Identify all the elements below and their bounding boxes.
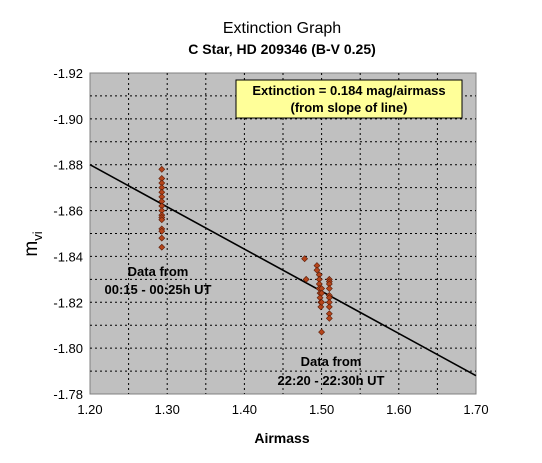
x-axis-title: Airmass — [254, 430, 309, 446]
fit-line-group — [89, 164, 477, 377]
left-annotation-line1: Data from — [128, 264, 189, 279]
regression-line — [89, 164, 477, 377]
data-point — [313, 266, 321, 274]
data-point — [158, 216, 166, 224]
left-annotation-line2: 00:15 - 00:25h UT — [105, 282, 212, 297]
data-point — [318, 298, 326, 306]
x-tick-label: 1.40 — [232, 402, 257, 417]
y-axis-title-subscript: vi — [30, 231, 45, 241]
data-point — [158, 165, 166, 173]
extinction-box-line1: Extinction = 0.184 mag/airmass — [252, 83, 445, 98]
data-point — [325, 303, 333, 311]
right-annotation-line1: Data from — [301, 354, 362, 369]
data-point — [158, 227, 166, 235]
y-tick-label: -1.88 — [53, 158, 83, 173]
data-point — [158, 234, 166, 242]
x-tick-label: 1.60 — [386, 402, 411, 417]
y-tick-label: -1.92 — [53, 66, 83, 81]
y-tick-label: -1.82 — [53, 295, 83, 310]
data-point — [317, 303, 325, 311]
y-axis-title-main: m — [21, 241, 42, 257]
y-tick-label: -1.86 — [53, 204, 83, 219]
y-tick-label: -1.80 — [53, 341, 83, 356]
y-axis-title: mvi — [21, 231, 45, 256]
chart-subtitle: C Star, HD 209346 (B-V 0.25) — [188, 41, 376, 57]
gridlines — [90, 73, 476, 394]
data-point — [325, 314, 333, 322]
x-tick-label: 1.70 — [463, 402, 488, 417]
data-points — [158, 165, 333, 336]
data-point — [301, 255, 309, 263]
tick-labels: 1.20 1.30 1.40 1.50 1.60 1.70 -1.92 -1.90 -1.88 -… — [53, 66, 488, 417]
data-point — [325, 285, 333, 292]
x-tick-label: 1.50 — [309, 402, 334, 417]
data-point — [302, 275, 310, 283]
data-point — [318, 289, 326, 297]
y-tick-label: -1.78 — [53, 387, 83, 402]
extinction-box-line2: (from slope of line) — [291, 100, 408, 115]
data-point — [158, 243, 166, 251]
x-tick-label: 1.20 — [77, 402, 102, 417]
chart-title: Extinction Graph — [223, 20, 341, 37]
right-annotation-line2: 22:20 - 22:30h UT — [278, 373, 385, 388]
y-tick-label: -1.90 — [53, 112, 83, 127]
y-tick-label: -1.84 — [53, 249, 83, 264]
x-tick-label: 1.30 — [155, 402, 180, 417]
data-point — [318, 328, 326, 336]
extinction-box — [235, 79, 463, 119]
